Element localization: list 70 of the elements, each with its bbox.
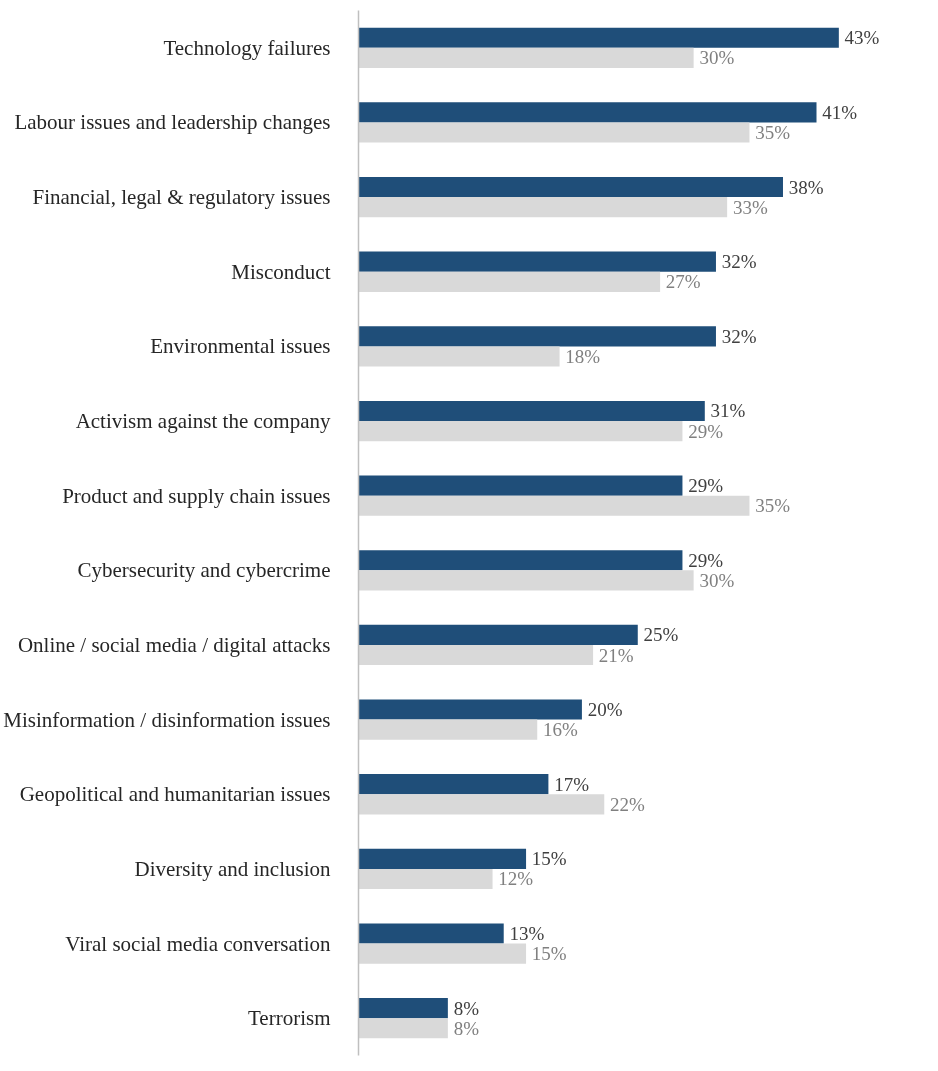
bar [358,176,783,198]
data-label: 8% [453,1017,480,1039]
y-tick-label: Online / social media / digital attacks [17,632,331,657]
y-tick-label: Misinformation / disinformation issues [3,707,331,732]
data-label: 18% [565,345,601,367]
data-label: 15% [531,848,567,870]
data-label: 31% [710,400,746,422]
bar [358,943,527,964]
bar [358,495,750,516]
bar [358,102,817,123]
bar [358,868,493,890]
data-label: 29% [688,549,724,571]
data-label: 27% [665,271,701,293]
bar [358,774,549,795]
y-tick-label: Terrorism [248,1006,331,1031]
data-label: 35% [755,495,791,517]
bar [358,848,527,869]
data-label: 16% [543,719,578,741]
bar [358,47,694,68]
data-label: 41% [822,101,858,123]
y-tick-label: Activism against the company [75,409,331,434]
data-label: 29% [688,420,724,442]
data-label: 15% [531,943,567,965]
bar [358,1018,448,1039]
data-label: 20% [587,699,623,721]
y-tick-label: Viral social media conversation [65,931,331,956]
data-label: 32% [721,251,757,273]
bar [358,550,683,571]
data-label: 32% [721,325,757,347]
data-label: 13% [509,922,545,944]
data-label: 30% [699,569,735,591]
bar [358,122,750,143]
bar [358,475,683,496]
data-label: 29% [688,475,724,497]
bar [358,624,638,645]
data-label: 12% [498,868,534,890]
data-label: 17% [554,773,590,795]
y-tick-label: Cybersecurity and cybercrime [77,558,331,583]
data-label: 35% [755,122,791,144]
data-label: 25% [643,624,679,646]
bar [358,699,582,720]
bar [358,346,560,367]
bar [358,271,661,292]
data-label: 43% [844,27,880,49]
y-tick-label: Financial, legal & regulatory issues [32,185,331,210]
y-tick-label: Product and supply chain issues [62,483,331,508]
y-tick-label: Technology failures [163,35,331,60]
y-tick-label: Labour issues and leadership changes [14,110,331,135]
data-label: 38% [788,176,824,198]
bar [358,998,448,1019]
data-label: 33% [732,196,768,218]
y-tick-label: Environmental issues [150,334,331,359]
bar [358,644,594,666]
bar [358,923,504,944]
data-label: 30% [699,47,735,69]
data-label: 21% [598,644,634,666]
bar [358,421,683,442]
bar [358,719,538,740]
y-tick-label: Geopolitical and humanitarian issues [19,782,331,807]
data-label: 8% [453,997,480,1019]
bar [358,27,839,48]
y-tick-label: Diversity and inclusion [134,856,331,881]
data-label: 22% [610,793,646,815]
bar [358,570,694,591]
y-tick-label: Misconduct [231,259,331,284]
bar [358,197,728,218]
bar [358,326,716,347]
bar [358,400,705,422]
bar [358,794,605,815]
bar [358,251,716,272]
